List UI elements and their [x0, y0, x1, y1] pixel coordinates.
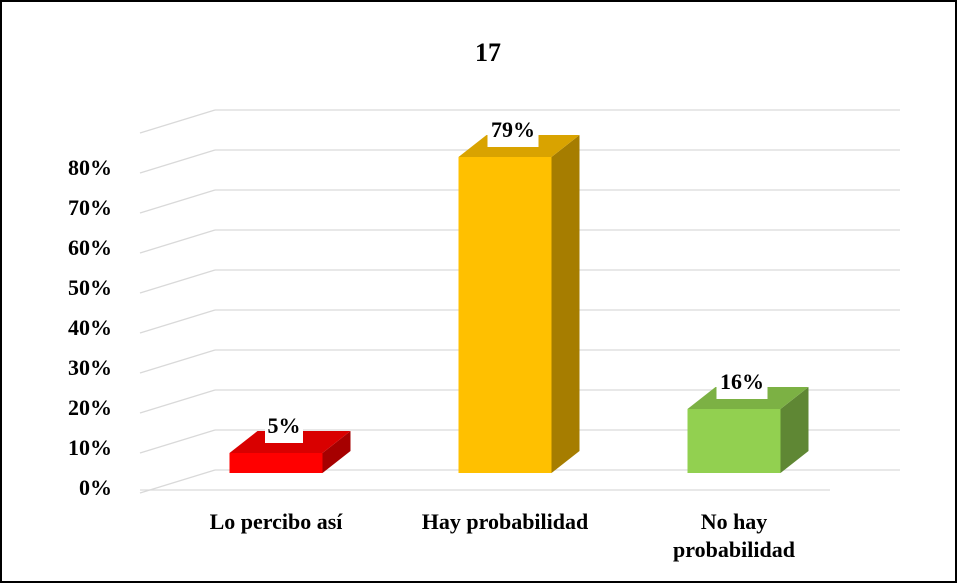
bar	[458, 135, 580, 473]
grid-line	[139, 309, 216, 334]
y-tick-label: 70%	[68, 195, 112, 220]
x-tick-label: Lo percibo así	[209, 509, 343, 534]
y-tick-label: 60%	[68, 235, 112, 260]
bar-front	[687, 409, 781, 473]
y-tick-label: 50%	[68, 275, 112, 300]
grid-line	[139, 269, 216, 294]
grid-line	[139, 189, 216, 214]
bar-side	[551, 135, 580, 473]
grid-line	[139, 429, 216, 454]
grid-line	[139, 389, 216, 414]
y-tick-label: 40%	[68, 315, 112, 340]
bar-side	[780, 387, 809, 473]
bar-front	[229, 453, 323, 473]
x-tick-label: No hay probabilidad	[673, 509, 795, 562]
label-box	[487, 117, 539, 147]
label-box	[716, 369, 768, 399]
chart-title: 17	[475, 38, 501, 67]
grid-line	[139, 109, 216, 134]
grid-line	[139, 149, 216, 174]
data-label: 79%	[491, 117, 535, 142]
bar	[687, 387, 809, 473]
data-label: 5%	[268, 413, 301, 438]
y-tick-label: 0%	[79, 475, 112, 500]
label-box	[265, 413, 303, 443]
grid-line	[139, 469, 216, 494]
bar-front	[458, 157, 552, 473]
y-tick-label: 30%	[68, 355, 112, 380]
data-label: 16%	[720, 369, 764, 394]
x-tick-label: Hay probabilidad	[421, 509, 589, 534]
y-tick-label: 10%	[68, 435, 112, 460]
y-tick-label: 80%	[68, 155, 112, 180]
bar-side	[322, 431, 351, 473]
y-tick-label: 20%	[68, 395, 112, 420]
grid-line	[139, 229, 216, 254]
grid-line	[139, 349, 216, 374]
